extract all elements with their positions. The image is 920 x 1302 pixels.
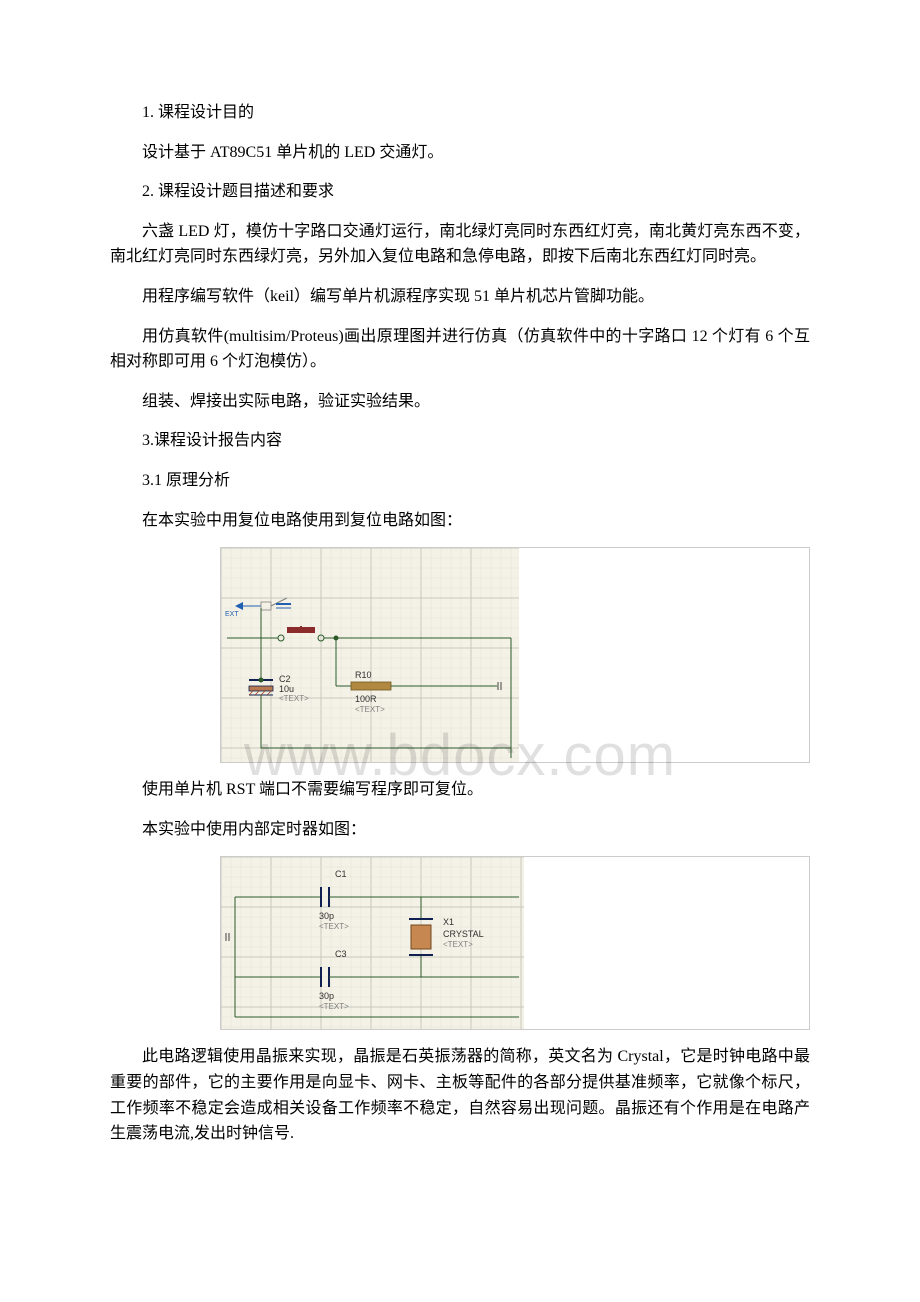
svg-text:100R: 100R [355,694,377,704]
svg-text:<TEXT>: <TEXT> [443,940,473,949]
svg-text:C1: C1 [335,869,347,879]
body-text: 此电路逻辑使用晶振来实现，晶振是石英振荡器的简称，英文名为 Crystal，它是… [110,1044,810,1146]
body-text: 组装、焊接出实际电路，验证实验结果。 [110,389,810,415]
body-text: 本实验中使用内部定时器如图： [110,817,810,843]
figure-crystal-oscillator: C130p<TEXT>C330p<TEXT>X1CRYSTAL<TEXT> [220,856,810,1030]
svg-text:<TEXT>: <TEXT> [279,694,309,703]
svg-text:X1: X1 [443,917,454,927]
svg-text:<TEXT>: <TEXT> [355,705,385,714]
section-heading-2: 2. 课程设计题目描述和要求 [110,179,810,205]
body-text: 用仿真软件(multisim/Proteus)画出原理图并进行仿真（仿真软件中的… [110,324,810,375]
svg-text:<TEXT>: <TEXT> [319,1002,349,1011]
svg-text:R10: R10 [355,670,372,680]
svg-text:C2: C2 [279,674,291,684]
svg-text:30p: 30p [319,991,334,1001]
figure-reset-circuit: EXTC210u<TEXT>R10100R<TEXT> [220,547,810,763]
section-heading-1: 1. 课程设计目的 [110,100,810,126]
body-text: 用程序编写软件（keil）编写单片机源程序实现 51 单片机芯片管脚功能。 [110,284,810,310]
body-text: 设计基于 AT89C51 单片机的 LED 交通灯。 [110,140,810,166]
body-text: 六盏 LED 灯，模仿十字路口交通灯运行，南北绿灯亮同时东西红灯亮，南北黄灯亮东… [110,219,810,270]
body-text: 使用单片机 RST 端口不需要编写程序即可复位。 [110,777,810,803]
section-heading-3: 3.课程设计报告内容 [110,428,810,454]
section-heading-3-1: 3.1 原理分析 [110,468,810,494]
svg-text:C3: C3 [335,949,347,959]
body-text: 在本实验中用复位电路使用到复位电路如图： [110,508,810,534]
svg-text:<TEXT>: <TEXT> [319,922,349,931]
svg-text:30p: 30p [319,911,334,921]
svg-text:10u: 10u [279,684,294,694]
svg-text:CRYSTAL: CRYSTAL [443,929,484,939]
svg-text:EXT: EXT [225,611,239,618]
